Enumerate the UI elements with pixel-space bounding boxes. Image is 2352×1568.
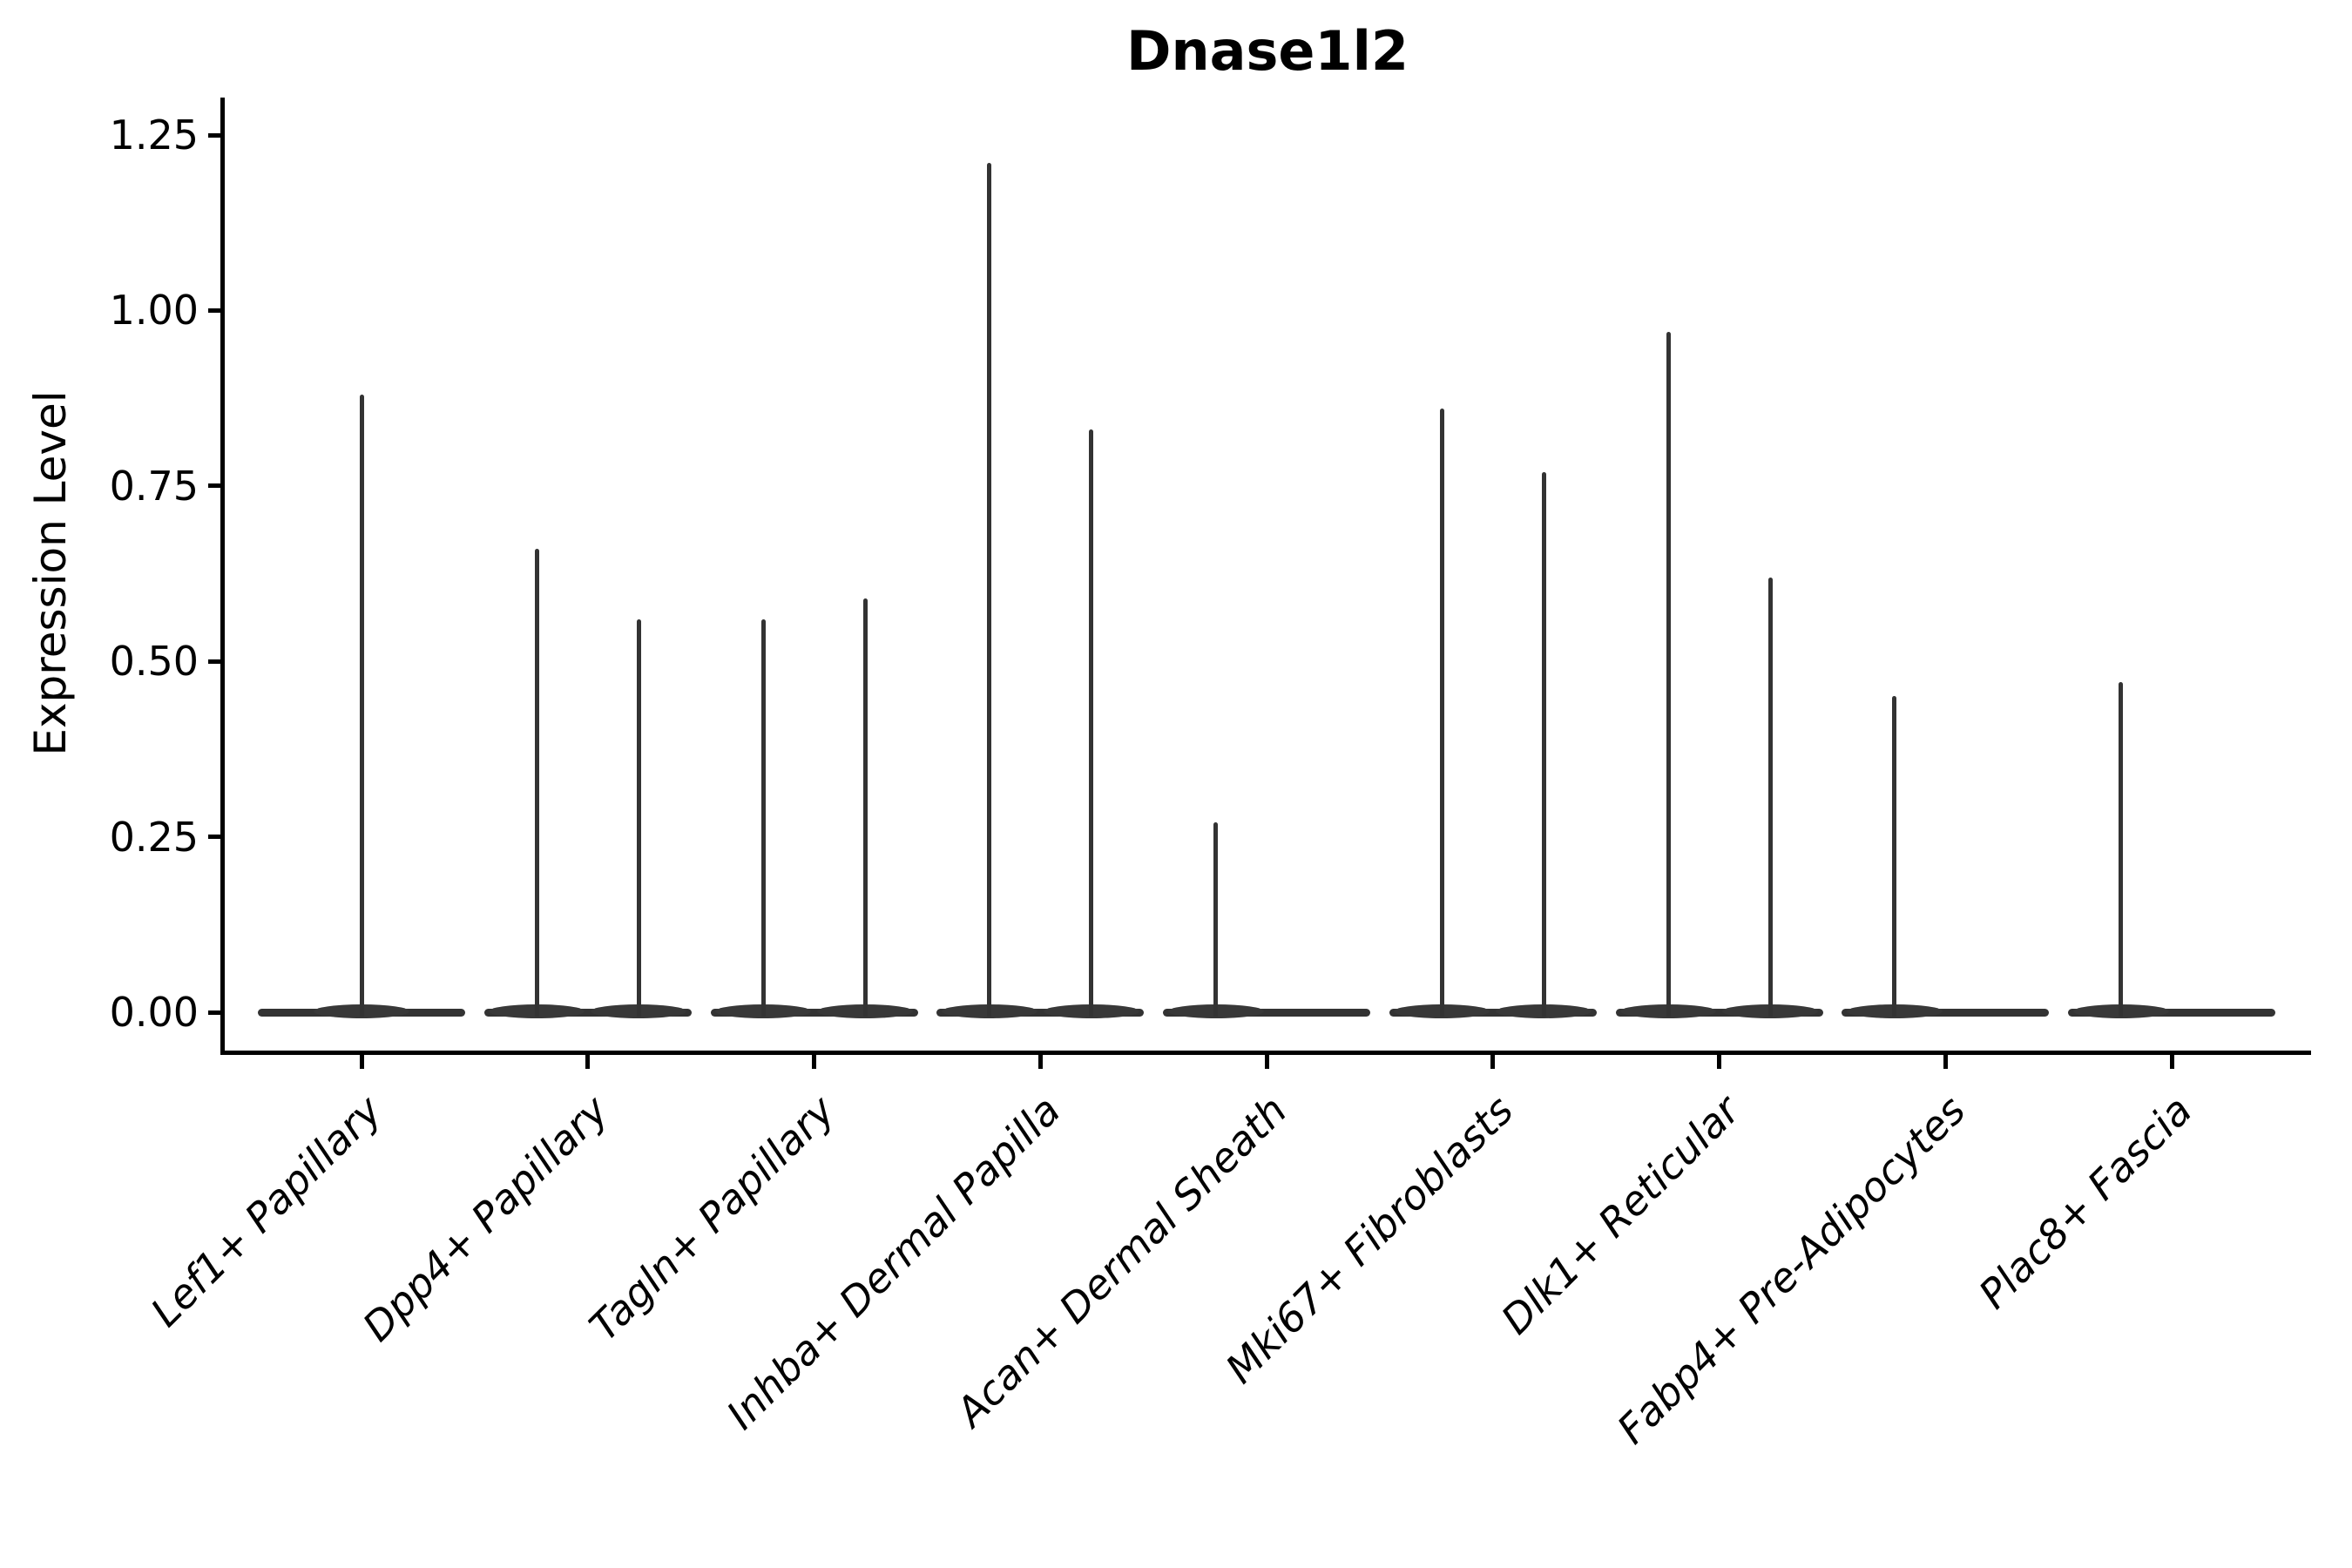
y-tick	[208, 483, 221, 489]
x-tick	[1717, 1055, 1721, 1069]
violin-baseline	[1163, 1008, 1370, 1017]
y-tick	[208, 132, 221, 138]
violin-spike	[534, 549, 539, 1017]
violin-baseline	[1389, 1008, 1597, 1017]
y-tick	[208, 308, 221, 313]
y-axis-label: Expression Level	[25, 390, 76, 756]
y-tick-label: 0.25	[109, 813, 199, 861]
y-tick	[208, 659, 221, 664]
y-tick-label: 1.00	[109, 287, 199, 335]
violin-spike	[1892, 696, 1897, 1017]
violin-baseline	[483, 1008, 692, 1017]
y-tick-label: 0.00	[109, 989, 199, 1036]
violin-spike	[1213, 822, 1218, 1017]
y-axis-spine	[220, 98, 225, 1055]
violin-baseline	[2068, 1008, 2275, 1017]
x-tick	[585, 1055, 591, 1069]
x-axis-spine	[220, 1051, 2311, 1055]
y-tick-label: 1.25	[109, 112, 199, 159]
y-tick	[208, 835, 221, 840]
violin-baseline	[936, 1008, 1145, 1017]
x-tick	[1037, 1055, 1043, 1069]
x-tick	[812, 1055, 816, 1069]
x-tick	[1490, 1055, 1496, 1069]
violin-spike	[2119, 682, 2123, 1017]
violin-spike	[760, 618, 766, 1017]
y-tick	[208, 1010, 221, 1015]
x-tick	[359, 1055, 364, 1069]
x-tick	[1943, 1055, 1948, 1069]
y-tick-label: 0.75	[109, 462, 199, 510]
violin-baseline	[1842, 1008, 2050, 1017]
violin-spike	[1767, 577, 1773, 1017]
violin-spike	[1439, 409, 1444, 1017]
y-tick-label: 0.50	[109, 638, 199, 686]
violin-spike	[1666, 331, 1671, 1017]
violin-spike	[636, 618, 641, 1017]
violin-baseline	[710, 1008, 918, 1017]
violin-baseline	[1615, 1008, 1823, 1017]
violin-spike	[987, 163, 992, 1017]
violin-spike	[1541, 471, 1546, 1017]
violin-spike	[1089, 429, 1094, 1017]
x-tick	[1264, 1055, 1269, 1069]
violin-spike	[862, 598, 868, 1017]
plot-title: Dnase1l2	[1126, 19, 1409, 83]
violin-spike	[359, 395, 364, 1017]
x-tick	[2169, 1055, 2174, 1069]
